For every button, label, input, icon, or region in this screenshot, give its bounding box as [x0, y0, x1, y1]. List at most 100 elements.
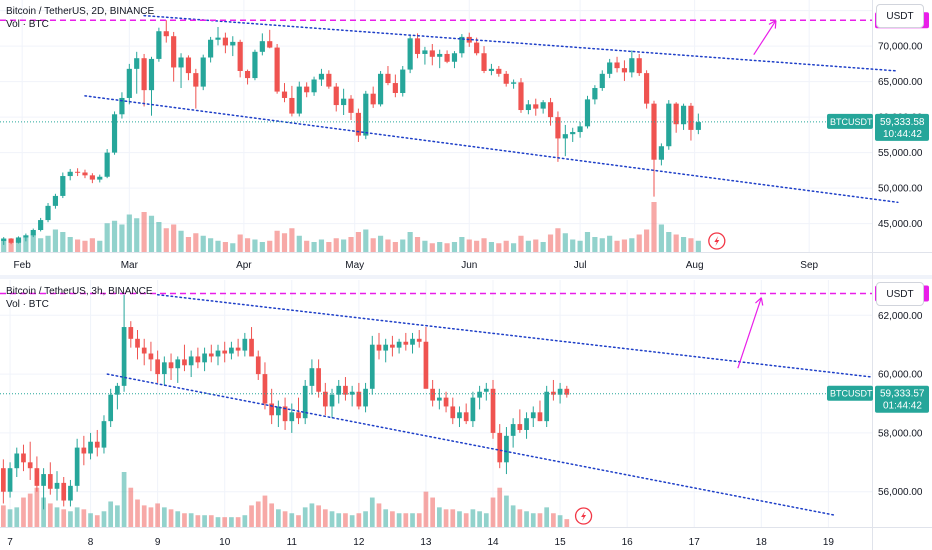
top-candle-body: [680, 105, 687, 125]
bottom-volume-bar: [524, 511, 529, 527]
bottom-volume-bar: [242, 515, 248, 527]
top-volume-bar: [244, 238, 251, 252]
top-x-tick-label: May: [345, 260, 364, 271]
bottom-candle-body: [524, 418, 529, 430]
top-countdown-label: 10:44:42: [883, 129, 922, 140]
top-volume-bar: [185, 237, 192, 252]
bottom-currency-button[interactable]: USDT: [876, 282, 924, 306]
bottom-volume-bar: [322, 509, 328, 527]
top-candle-body: [636, 58, 642, 74]
bottom-x-tick-label: 10: [219, 537, 231, 548]
top-y-tick-label: 45,000.00: [878, 219, 923, 230]
top-volume-bar: [237, 234, 243, 252]
top-y-tick-label: 55,000.00: [878, 148, 923, 159]
bottom-candle-body: [390, 344, 395, 348]
top-candle-body: [237, 41, 243, 71]
top-candle-body: [607, 62, 613, 74]
top-volume-bar: [599, 238, 605, 252]
top-volume-bar: [377, 235, 384, 252]
top-volume-bar: [208, 238, 214, 252]
top-volume-bar: [474, 240, 480, 252]
top-volume-bar: [688, 238, 694, 252]
top-candle-body: [289, 97, 295, 114]
top-currency-button[interactable]: USDT: [876, 4, 924, 28]
bottom-volume-bar: [343, 513, 348, 527]
bottom-volume-bar: [61, 509, 67, 527]
bottom-candle-body: [349, 391, 355, 395]
top-volume-bar: [171, 224, 177, 252]
top-candle-body: [377, 73, 384, 105]
top-candle-body: [666, 103, 672, 147]
bottom-candle-body: [14, 453, 20, 469]
top-candle-body: [533, 104, 539, 109]
bottom-volume-bar: [121, 472, 127, 527]
top-candle-body: [38, 220, 44, 230]
top-volume-bar: [156, 222, 162, 252]
top-volume-bar: [348, 237, 354, 252]
bottom-volume-bar: [168, 509, 174, 527]
top-candle-body: [126, 68, 132, 98]
top-volume-bar: [666, 232, 672, 252]
bottom-candle-body: [249, 338, 254, 357]
top-candle-body: [621, 68, 628, 73]
top-candle-body: [341, 98, 347, 106]
top-volume-bar: [8, 242, 14, 252]
bottom-candle-body: [416, 338, 422, 342]
top-candle-body: [540, 102, 546, 109]
bottom-volume-bar: [141, 505, 147, 527]
bottom-candle-body: [282, 406, 288, 422]
bottom-candle-body: [175, 359, 181, 369]
bottom-candle-body: [222, 350, 228, 354]
top-volume-bar: [422, 240, 428, 252]
bottom-candle-body: [182, 359, 187, 366]
bottom-candle-body: [483, 388, 489, 392]
top-volume-bar: [38, 238, 44, 252]
bottom-candle-body: [463, 412, 469, 422]
bottom-volume-bar: [369, 497, 375, 527]
top-candle-body: [584, 99, 591, 127]
bottom-volume-bar: [155, 503, 160, 527]
top-candle-body: [414, 38, 421, 54]
top-candle-body: [444, 53, 450, 62]
bottom-volume-bar: [88, 513, 93, 527]
bottom-volume-bar: [463, 513, 469, 527]
top-candle-body: [296, 86, 302, 114]
bottom-volume-bar: [376, 503, 382, 527]
top-volume-bar: [318, 239, 325, 252]
bottom-candle-body: [27, 462, 33, 469]
top-volume-bar: [104, 223, 110, 252]
top-candle-body: [407, 38, 413, 70]
top-volume-label: Vol · BTC: [6, 19, 49, 30]
bottom-time-axis-border: [0, 527, 932, 528]
top-volume-bar: [163, 228, 169, 252]
bottom-candle-body: [168, 362, 174, 369]
bottom-candle-body: [504, 435, 509, 463]
top-candle-body: [488, 68, 495, 71]
bottom-volume-bar: [262, 495, 268, 527]
top-volume-bar: [592, 237, 598, 252]
bottom-volume-bar: [215, 517, 221, 527]
bottom-volume-bar: [336, 513, 342, 527]
top-candle-body: [304, 86, 310, 93]
top-volume-bar: [695, 240, 701, 252]
bottom-volume-bar: [477, 511, 482, 527]
top-candle-body: [230, 41, 236, 46]
bottom-candle-body: [155, 359, 160, 375]
top-volume-bar: [496, 243, 502, 252]
top-candle-body: [222, 37, 228, 46]
top-candle-body: [644, 73, 650, 104]
bottom-x-tick-label: 15: [555, 537, 567, 548]
top-volume-bar: [444, 243, 450, 252]
bottom-candle-body: [88, 441, 93, 454]
bottom-volume-bar: [182, 513, 187, 527]
bottom-chart-group: 62,000.00 60,000.00 58,000.00 56,000.00 7 8 9 1…: [0, 280, 929, 548]
top-volume-bar: [222, 242, 228, 252]
top-x-tick-label: Mar: [121, 260, 139, 271]
bottom-candle-body: [477, 391, 482, 398]
bottom-volume-bar: [27, 493, 33, 527]
bottom-volume-bar: [276, 509, 281, 527]
bottom-x-tick-label: 17: [689, 537, 701, 548]
top-candle-body: [392, 83, 398, 93]
top-volume-bar: [503, 240, 509, 252]
